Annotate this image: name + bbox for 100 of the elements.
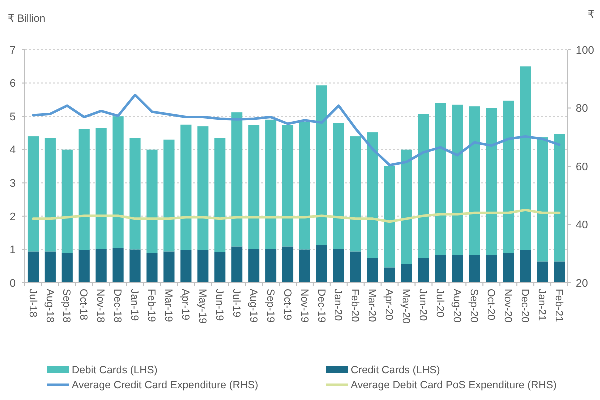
x-tick-label: Feb-20: [349, 289, 362, 322]
bar: [299, 250, 310, 283]
x-tick-label: Apr-20: [383, 289, 396, 321]
bar: [537, 138, 548, 262]
x-tick-label: Dec-20: [518, 289, 531, 324]
bar: [350, 252, 362, 283]
y2-tick-label: 40: [576, 220, 588, 232]
bar: [469, 255, 480, 283]
bar: [316, 245, 328, 283]
bar: [248, 249, 260, 283]
bar: [112, 248, 124, 283]
x-tick-label: Jul-20: [434, 289, 446, 318]
y2-tick-label: 60: [576, 161, 588, 174]
bar: [469, 106, 480, 256]
x-tick-label: Nov-20: [502, 289, 514, 324]
bar: [537, 262, 548, 283]
line-series: [32, 208, 561, 224]
x-tick-label: Dec-19: [315, 289, 328, 324]
bar: [486, 108, 498, 256]
x-tick-label: Dec-18: [112, 289, 124, 324]
y-tick-label: 5: [10, 111, 16, 124]
bar: [486, 255, 498, 283]
bar: [96, 128, 107, 250]
bar: [112, 116, 124, 248]
y2-tick-label: 20: [576, 278, 588, 290]
bar: [299, 122, 310, 250]
bar: [130, 138, 141, 250]
bar: [214, 138, 226, 252]
bar: [554, 262, 566, 283]
bar: [164, 252, 175, 283]
y-tick-label: 0: [10, 278, 16, 290]
y2-tick-label: 80: [576, 103, 588, 116]
x-tick-label: Feb-19: [146, 289, 158, 322]
bar: [62, 253, 73, 283]
x-tick-label: Aug-19: [247, 289, 260, 324]
x-tick-label: Oct-19: [281, 289, 294, 321]
bar: [520, 250, 532, 283]
bar: [248, 125, 260, 250]
x-tick-label: Aug-20: [451, 289, 464, 324]
bar: [554, 134, 566, 262]
y-tick-label: 1: [10, 244, 16, 257]
bar: [418, 114, 430, 258]
bar: [266, 120, 277, 250]
bar: [198, 126, 209, 250]
y-tick-label: 4: [10, 144, 16, 157]
line-series: [32, 94, 561, 167]
x-tick-label: May-19: [196, 289, 208, 324]
bar: [503, 253, 514, 283]
bar: [180, 124, 192, 250]
y2-tick-label: 100: [576, 44, 594, 57]
bar: [214, 252, 226, 283]
bar: [384, 166, 396, 268]
x-tick-label: Jan-20: [332, 289, 344, 322]
bar: [146, 253, 158, 283]
x-tick-label: Jul-18: [26, 289, 39, 318]
y-tick-label: 7: [10, 44, 16, 57]
bar: [367, 132, 378, 258]
bar: [401, 150, 412, 264]
x-tick-label: Mar-19: [162, 289, 175, 322]
x-tick-label: Jan-21: [536, 289, 548, 322]
bar: [232, 112, 243, 247]
bar: [520, 66, 532, 250]
bar: [78, 250, 90, 283]
legend-label: Debit Cards (LHS): [72, 364, 158, 377]
bar: [62, 150, 73, 254]
x-tick-label: Mar-20: [366, 289, 378, 322]
bar: [44, 138, 56, 252]
y-tick-label: 2: [10, 211, 16, 224]
bar: [130, 250, 141, 283]
bar: [164, 140, 175, 252]
y-tick-label: 6: [10, 78, 16, 90]
y-axis-title: ₹ Billion: [8, 13, 46, 25]
x-tick-label: Apr-19: [180, 289, 192, 321]
bar: [28, 252, 39, 283]
x-tick-label: Jan-19: [128, 289, 141, 322]
bar: [435, 103, 446, 256]
x-tick-label: Jul-19: [230, 289, 242, 318]
bar: [350, 136, 362, 252]
bar: [282, 246, 294, 283]
x-tick-label: Jun-19: [213, 289, 226, 322]
bar: [333, 123, 344, 250]
x-tick-label: Oct-18: [78, 289, 90, 321]
bar: [435, 255, 446, 283]
x-tick-label: May-20: [400, 289, 412, 324]
x-tick-label: Feb-21: [552, 289, 565, 322]
bar: [452, 104, 464, 256]
bar: [180, 250, 192, 283]
x-tick-label: Nov-18: [94, 289, 107, 324]
legend-label: Credit Cards (LHS): [351, 364, 440, 377]
bar: [282, 125, 294, 247]
bar: [146, 150, 158, 254]
bar: [503, 100, 514, 254]
y-tick-label: 3: [10, 178, 16, 190]
x-tick-label: Jun-20: [417, 289, 430, 322]
bar: [266, 249, 277, 283]
bar: [333, 249, 344, 283]
bar: [316, 86, 328, 246]
bar: [44, 252, 56, 283]
bar: [401, 264, 412, 283]
x-tick-label: Oct-20: [484, 289, 497, 321]
